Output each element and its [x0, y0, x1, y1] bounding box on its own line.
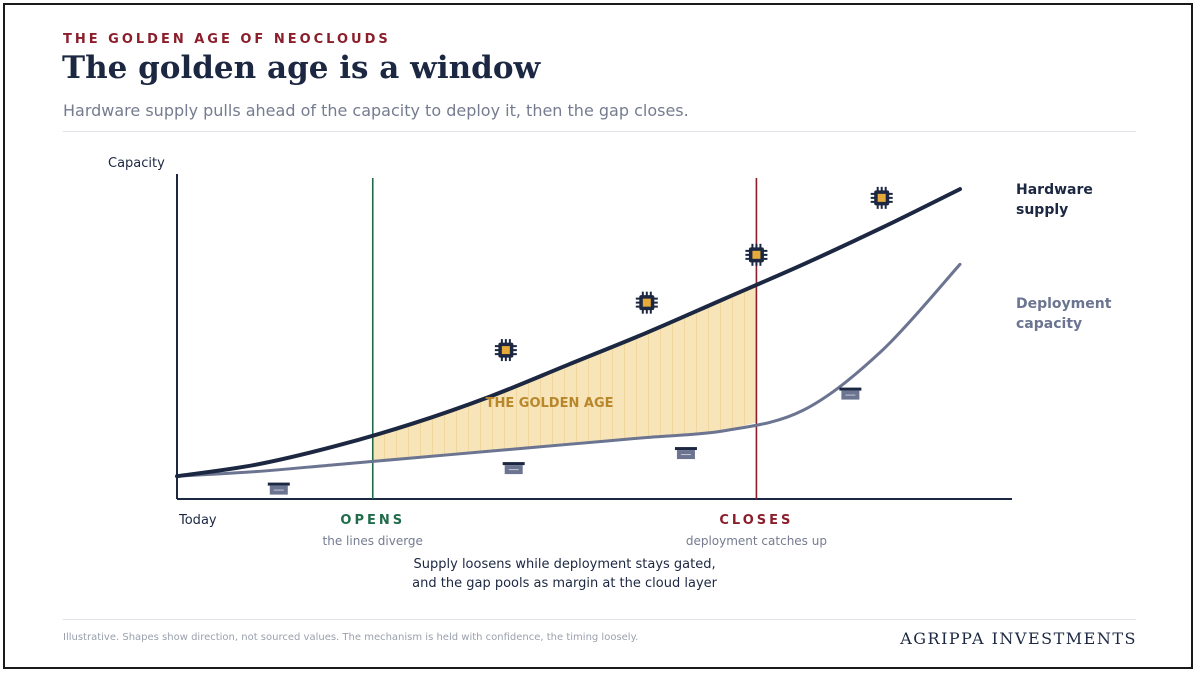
- icons-layer: [267, 186, 893, 495]
- x-axis-start-label: Today: [178, 513, 217, 528]
- page-frame: [3, 3, 1193, 669]
- brand-name: AGRIPPA INVESTMENTS: [900, 629, 1137, 648]
- annotation-line-1: Supply loosens while deployment stays ga…: [414, 557, 716, 572]
- chip-icon: [494, 339, 517, 362]
- chip-icon: [745, 243, 768, 266]
- page-subtitle: Hardware supply pulls ahead of the capac…: [63, 101, 689, 120]
- footnote: Illustrative. Shapes show direction, not…: [63, 632, 639, 643]
- page-title: The golden age is a window: [62, 50, 541, 86]
- chip-icon: [635, 291, 658, 314]
- deployment-capacity-line: [175, 262, 962, 478]
- opens-label: OPENS: [340, 513, 405, 528]
- closes-label: CLOSES: [719, 513, 793, 528]
- header-divider: [63, 131, 1136, 132]
- legend-hardware-supply-line-2: supply: [1016, 202, 1068, 218]
- closes-caption: deployment catches up: [686, 534, 827, 548]
- opens-caption: the lines diverge: [323, 534, 423, 548]
- server-icon: [674, 447, 697, 460]
- golden-age-label: THE GOLDEN AGE: [486, 396, 614, 411]
- footer-divider: [63, 619, 1136, 620]
- server-icon: [502, 462, 525, 475]
- chip-icon: [870, 186, 893, 209]
- y-axis-label: Capacity: [108, 156, 165, 171]
- hardware-supply-line: [175, 187, 962, 479]
- section-kicker: THE GOLDEN AGE OF NEOCLOUDS: [63, 32, 391, 47]
- server-icon: [267, 482, 290, 495]
- legend-hardware-supply-line-1: Hardware: [1016, 182, 1093, 198]
- legend-deployment-capacity-line-1: Deployment: [1016, 296, 1112, 312]
- legend-deployment-capacity-line-2: capacity: [1016, 316, 1082, 332]
- server-icon: [839, 387, 862, 400]
- annotation-line-2: and the gap pools as margin at the cloud…: [412, 576, 717, 591]
